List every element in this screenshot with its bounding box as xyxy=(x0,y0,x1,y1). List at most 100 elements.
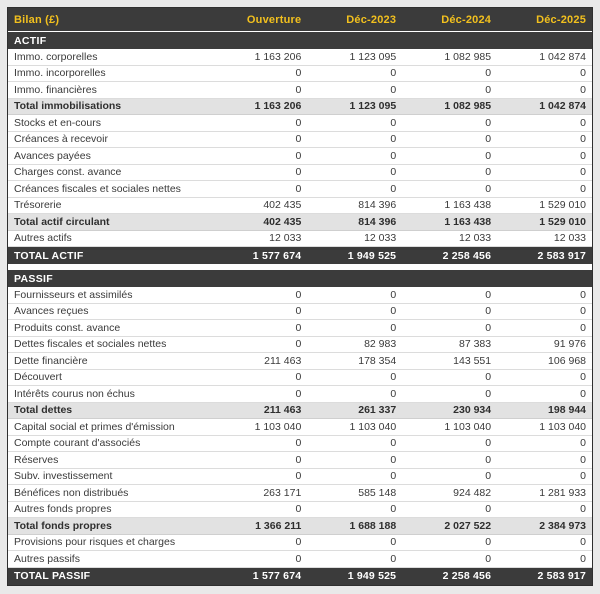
column-header-ouverture: Ouverture xyxy=(246,13,302,26)
row-label: Total immobilisations xyxy=(14,100,122,113)
row-label: Créances à recevoir xyxy=(14,133,108,146)
row-label: Immo. incorporelles xyxy=(14,67,106,80)
section-header-passif: PASSIF xyxy=(8,270,592,287)
row-label: Produits const. avance xyxy=(14,321,121,334)
cell-dec-2023: 1 949 525 xyxy=(347,570,397,582)
cell-dec-2023: 1 949 525 xyxy=(347,249,397,262)
cell-ouverture: 0 xyxy=(295,470,302,483)
table-body: ACTIF Immo. corporelles 1 163 206 1 123 095… xyxy=(8,32,592,585)
column-header-dec-2023: Déc-2023 xyxy=(346,13,397,26)
cell-ouverture: 0 xyxy=(295,166,302,179)
cell-ouverture: 0 xyxy=(295,288,302,301)
cell-dec-2025: 0 xyxy=(580,116,587,129)
table-row-total-actif: TOTAL ACTIF 1 577 674 1 949 525 2 258 456 2 … xyxy=(8,247,592,264)
cell-ouverture: 0 xyxy=(295,453,302,466)
cell-ouverture: 0 xyxy=(295,371,302,384)
table-row-tresorerie: Trésorerie 402 435 814 396 1 163 438 1 529 0… xyxy=(8,197,592,214)
cell-ouverture: 0 xyxy=(295,437,302,450)
cell-ouverture: 12 033 xyxy=(269,232,302,245)
table-title: Bilan (£) xyxy=(14,13,60,26)
row-label: Réserves xyxy=(14,453,59,466)
table-row-autres-passifs: Autres passifs 0 0 0 0 xyxy=(8,551,592,568)
cell-dec-2024: 143 551 xyxy=(453,354,492,367)
cell-dec-2024: 230 934 xyxy=(453,404,492,417)
cell-dec-2023: 0 xyxy=(390,182,397,195)
cell-dec-2023: 12 033 xyxy=(364,232,397,245)
cell-dec-2024: 1 082 985 xyxy=(444,50,492,63)
cell-ouverture: 1 163 206 xyxy=(254,100,302,113)
cell-ouverture: 0 xyxy=(295,321,302,334)
cell-dec-2024: 12 033 xyxy=(458,232,492,245)
cell-dec-2023: 0 xyxy=(390,371,397,384)
cell-dec-2024: 2 027 522 xyxy=(444,519,492,532)
section-header-actif: ACTIF xyxy=(8,32,592,49)
cell-ouverture: 1 103 040 xyxy=(254,420,302,433)
cell-ouverture: 0 xyxy=(295,149,302,162)
cell-dec-2025: 12 033 xyxy=(553,232,587,245)
row-label: Capital social et primes d'émission xyxy=(14,420,175,433)
row-label: Dette financière xyxy=(14,354,88,367)
table-row-immo-financieres: Immo. financières 0 0 0 0 xyxy=(8,82,592,99)
cell-dec-2023: 82 983 xyxy=(364,338,397,351)
cell-dec-2024: 1 103 040 xyxy=(444,420,492,433)
cell-dec-2023: 0 xyxy=(390,149,397,162)
table-row-total-immobilisations: Total immobilisations 1 163 206 1 123 095 1… xyxy=(8,98,592,115)
row-label: TOTAL ACTIF xyxy=(14,249,84,262)
cell-dec-2024: 1 163 438 xyxy=(444,215,492,228)
cell-dec-2023: 0 xyxy=(390,133,397,146)
cell-dec-2025: 0 xyxy=(580,536,587,549)
cell-dec-2023: 0 xyxy=(390,288,397,301)
cell-dec-2023: 0 xyxy=(390,116,397,129)
table-row-reserves: Réserves 0 0 0 0 xyxy=(8,452,592,469)
cell-dec-2024: 924 482 xyxy=(453,486,492,499)
table-row-subv-investissement: Subv. investissement 0 0 0 0 xyxy=(8,468,592,485)
cell-dec-2024: 1 163 438 xyxy=(444,199,492,212)
cell-dec-2024: 0 xyxy=(485,552,492,565)
table-row-benefices-non-distribues: Bénéfices non distribués 263 171 585 148 92… xyxy=(8,485,592,502)
cell-dec-2025: 0 xyxy=(580,83,587,96)
table-row-provisions-pour-risques-et-charges: Provisions pour risques et charges 0 0 0 0 xyxy=(8,534,592,551)
cell-ouverture: 402 435 xyxy=(263,215,302,228)
cell-ouverture: 263 171 xyxy=(263,486,302,499)
cell-ouverture: 0 xyxy=(295,387,302,400)
cell-dec-2023: 0 xyxy=(390,83,397,96)
cell-ouverture: 1 366 211 xyxy=(255,519,302,532)
cell-dec-2023: 178 354 xyxy=(358,354,397,367)
cell-dec-2023: 0 xyxy=(390,552,397,565)
cell-dec-2025: 106 968 xyxy=(548,354,587,367)
cell-dec-2024: 2 258 456 xyxy=(442,570,492,582)
cell-ouverture: 0 xyxy=(295,116,302,129)
cell-dec-2023: 814 396 xyxy=(358,199,397,212)
cell-dec-2023: 1 123 095 xyxy=(349,100,397,113)
table-row-immo-incorporelles: Immo. incorporelles 0 0 0 0 xyxy=(8,65,592,82)
cell-dec-2024: 0 xyxy=(485,371,492,384)
cell-dec-2025: 1 529 010 xyxy=(539,215,587,228)
cell-dec-2023: 0 xyxy=(390,67,397,80)
table-row-immo-corporelles: Immo. corporelles 1 163 206 1 123 095 1 082… xyxy=(8,49,592,66)
table-row-total-passif: TOTAL PASSIF 1 577 674 1 949 525 2 258 456 2… xyxy=(8,567,592,585)
cell-ouverture: 0 xyxy=(295,503,302,516)
table-row-compte-courant-d-associes: Compte courant d'associés 0 0 0 0 xyxy=(8,435,592,452)
row-label: Total fonds propres xyxy=(14,519,112,532)
cell-ouverture: 211 463 xyxy=(263,404,302,417)
cell-dec-2024: 1 082 985 xyxy=(444,100,492,113)
cell-dec-2025: 0 xyxy=(580,437,587,450)
row-label: Autres passifs xyxy=(14,552,80,565)
cell-ouverture: 402 435 xyxy=(263,199,302,212)
row-label: Fournisseurs et assimilés xyxy=(14,288,133,301)
cell-dec-2025: 1 042 874 xyxy=(539,50,587,63)
cell-dec-2025: 0 xyxy=(580,371,587,384)
table-row-produits-const-avance: Produits const. avance 0 0 0 0 xyxy=(8,320,592,337)
table-header-row: Bilan (£) Ouverture Déc-2023 Déc-2024 Dé… xyxy=(8,8,592,32)
cell-dec-2024: 0 xyxy=(485,453,492,466)
cell-dec-2024: 0 xyxy=(485,182,492,195)
cell-dec-2024: 0 xyxy=(485,305,492,318)
cell-dec-2025: 0 xyxy=(580,470,587,483)
table-row-total-actif-circulant: Total actif circulant 402 435 814 396 1 163… xyxy=(8,214,592,231)
row-label: Intérêts courus non échus xyxy=(14,387,135,400)
cell-dec-2024: 0 xyxy=(485,133,492,146)
cell-dec-2024: 0 xyxy=(485,288,492,301)
section-gap xyxy=(8,264,592,270)
section-title: PASSIF xyxy=(14,272,53,285)
